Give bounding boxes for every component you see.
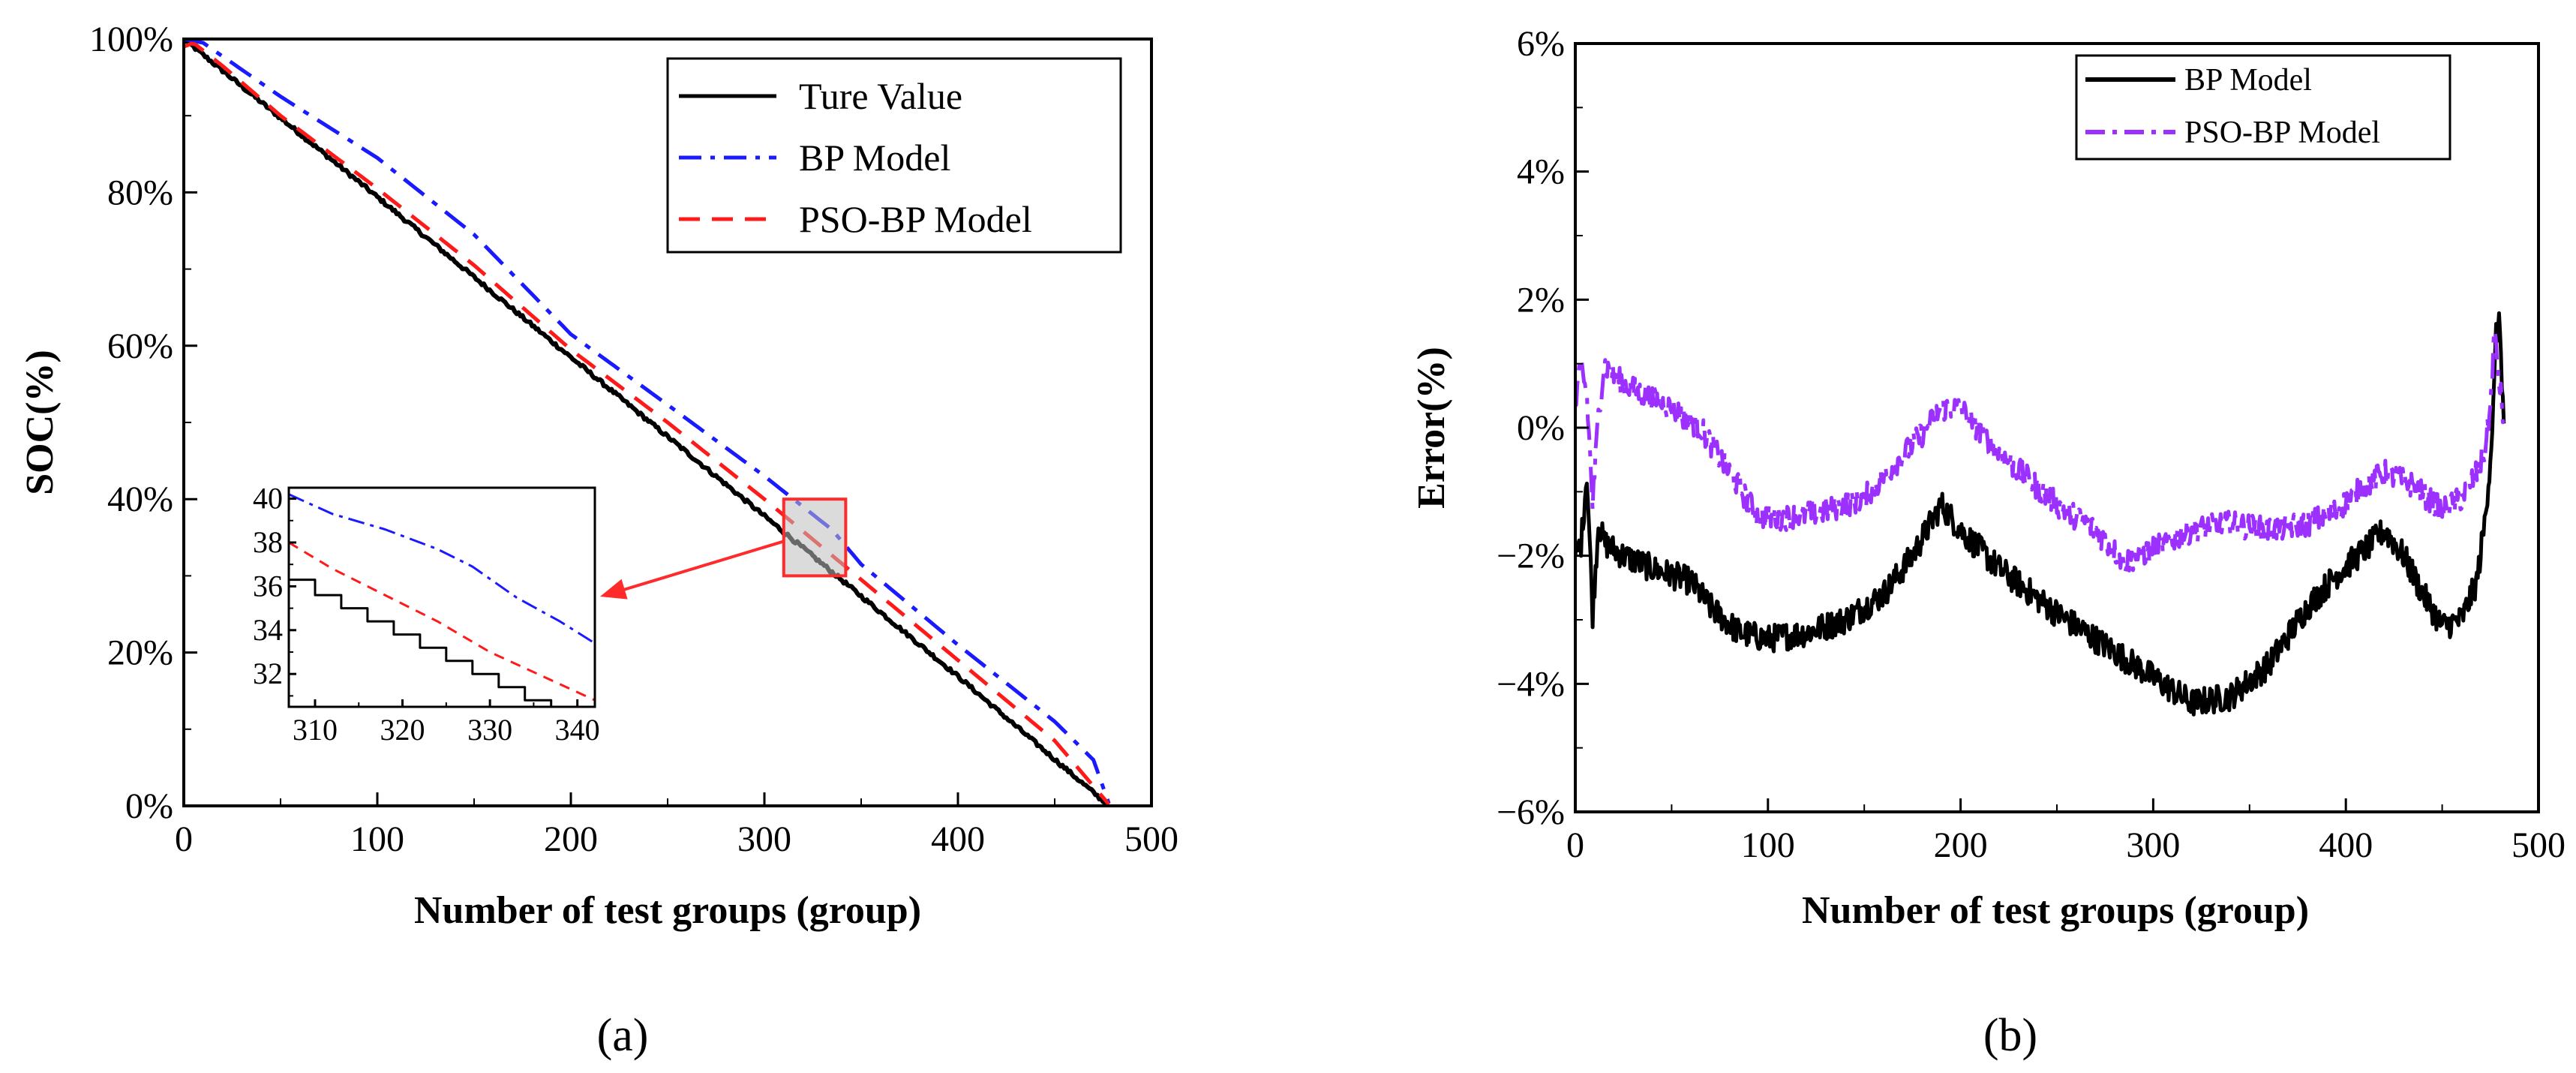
panel-a-highlight-box	[782, 497, 848, 578]
panel-b-xlabel: Number of test groups (group)	[1802, 889, 2309, 932]
panel-b-xtick-label: 400	[2319, 825, 2373, 865]
panel-a-inset-xtick-label: 330	[467, 713, 512, 747]
panel-b-line-psobp	[1575, 328, 2505, 574]
panel-a-inset-xtick-label: 340	[555, 713, 600, 747]
panel-b-xtick-label: 100	[1741, 825, 1795, 865]
panel-a-inset-ytick-label: 34	[253, 613, 283, 647]
panel-a-legend-label-bp: BP Model	[799, 137, 950, 179]
panel-a: 0 100 200 300 400 500 0% 20% 40% 60% 80% 100% Numbe…	[19, 20, 1178, 1061]
panel-a-xtick-label: 500	[1124, 819, 1178, 859]
panel-b-legend-label-psobp: PSO-BP Model	[2184, 116, 2380, 150]
panel-a-inset-ytick-label: 38	[253, 525, 283, 559]
panel-a-xtick-label: 200	[544, 819, 598, 859]
panel-a-inset-ticks: 310 320 330 340 32 34 36 38 40	[253, 482, 600, 747]
panel-a-ticks: 0 100 200 300 400 500 0% 20% 40% 60% 80% 100%	[89, 20, 1178, 859]
panel-a-xtick-label: 0	[175, 819, 193, 859]
panel-a-line-psobp	[184, 41, 1111, 806]
panel-b-xtick-label: 200	[1934, 825, 1988, 865]
panel-a-caption: (a)	[597, 1010, 649, 1061]
panel-a-ytick-label: 20%	[107, 633, 173, 673]
panel-a-series-layer	[184, 39, 1111, 806]
panel-a-legend-box	[666, 57, 1122, 254]
panel-b-ylabel: Error(%)	[1410, 347, 1453, 509]
panel-b: 0 100 200 300 400 500 −6% −4% −2% 0% 2% 4% 6% Number…	[1410, 24, 2565, 1061]
panel-a-legend: Ture Value BP Model PSO-BP Model	[666, 57, 1122, 254]
panel-a-zoom-arrow	[613, 540, 785, 594]
panel-a-ylabel: SOC(%)	[19, 350, 62, 495]
panel-b-ytick-label: −4%	[1497, 664, 1565, 704]
panel-b-ytick-label: −2%	[1497, 536, 1565, 576]
panel-b-ytick-label: 2%	[1517, 280, 1565, 320]
panel-a-legend-label-true: Ture Value	[799, 75, 962, 117]
panel-b-legend-box	[2075, 54, 2451, 161]
panel-b-ticks: 0 100 200 300 400 500 −6% −4% −2% 0% 2% 4% 6%	[1497, 24, 2565, 865]
panel-a-ytick-label: 0%	[125, 786, 173, 826]
panel-a-inset-frame	[287, 486, 596, 708]
panel-a-inset-ytick-label: 36	[253, 569, 283, 603]
panel-b-xtick-label: 300	[2126, 825, 2180, 865]
panel-a-xtick-label: 300	[737, 819, 791, 859]
panel-b-xtick-label: 500	[2511, 825, 2565, 865]
panel-a-xlabel: Number of test groups (group)	[414, 889, 921, 932]
panel-a-ytick-label: 60%	[107, 326, 173, 366]
panel-a-xtick-label: 100	[350, 819, 404, 859]
panel-b-legend-label-bp: BP Model	[2184, 63, 2312, 98]
panel-a-inset-xtick-label: 320	[380, 713, 425, 747]
panel-b-legend: BP Model PSO-BP Model	[2075, 54, 2451, 161]
panel-a-line-bp	[184, 39, 1111, 804]
panel-a-inset: 310 320 330 340 32 34 36 38 40	[253, 482, 600, 747]
panel-b-ytick-label: −6%	[1497, 792, 1565, 832]
panel-a-inset-series-layer	[289, 493, 595, 707]
panel-a-line-true-value	[184, 39, 1111, 806]
panel-a-inset-ytick-label: 40	[253, 482, 283, 515]
panel-b-ytick-label: 0%	[1517, 408, 1565, 448]
panel-a-inset-xtick-label: 310	[293, 713, 338, 747]
panel-a-inset-ytick-label: 32	[253, 657, 283, 690]
panel-a-xtick-label: 400	[931, 819, 985, 859]
panel-b-caption: (b)	[1983, 1010, 2037, 1061]
panel-b-series-layer	[1575, 311, 2506, 717]
panel-a-inset-line-true-value	[289, 579, 595, 707]
panel-a-inset-line-psobp	[289, 541, 595, 702]
panel-a-inset-line-bp	[289, 493, 595, 645]
panel-a-ytick-label: 40%	[107, 479, 173, 519]
panel-a-legend-label-psobp: PSO-BP Model	[799, 198, 1032, 240]
panel-a-zoom-arrowhead	[600, 579, 628, 600]
panel-b-line-bp	[1575, 311, 2506, 717]
panel-a-ytick-label: 100%	[89, 20, 173, 59]
panel-a-ytick-label: 80%	[107, 173, 173, 212]
panel-b-xtick-label: 0	[1566, 825, 1584, 865]
panel-a-inset-frame-top	[287, 486, 596, 708]
panel-b-ytick-label: 6%	[1517, 24, 1565, 64]
panel-b-ytick-label: 4%	[1517, 152, 1565, 192]
